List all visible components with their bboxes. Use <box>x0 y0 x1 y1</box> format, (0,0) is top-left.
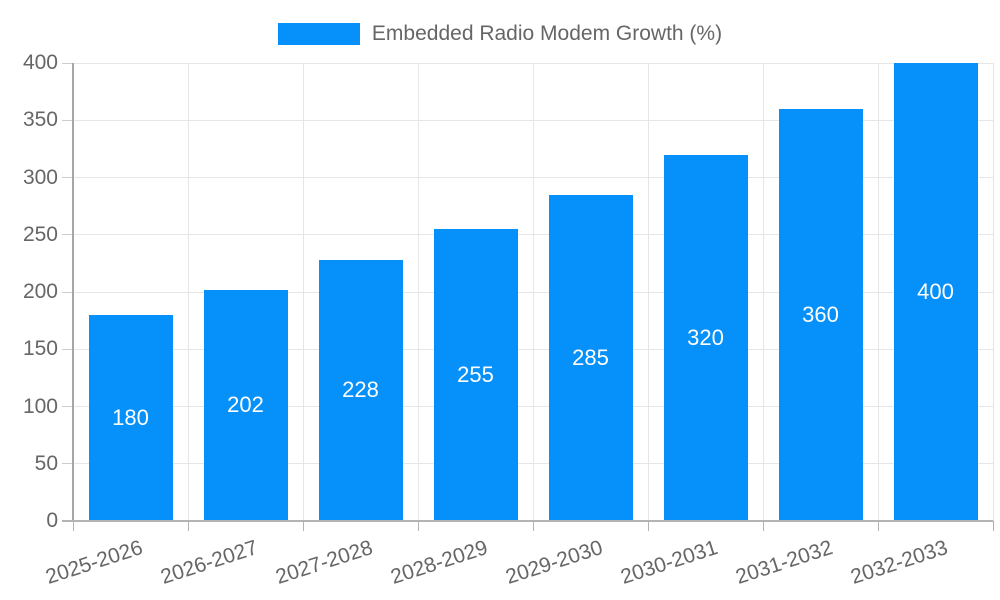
y-tick <box>62 463 73 465</box>
legend-label: Embedded Radio Modem Growth (%) <box>371 22 723 45</box>
x-gridline <box>992 63 994 521</box>
bar[interactable]: 400 <box>893 63 978 521</box>
bar-value-label: 255 <box>457 362 494 388</box>
y-tick-label: 50 <box>34 451 58 475</box>
x-tick <box>877 521 879 531</box>
bar[interactable]: 255 <box>433 229 518 521</box>
x-gridline <box>762 63 764 521</box>
y-tick-label: 250 <box>22 222 58 246</box>
y-tick-label: 300 <box>22 165 58 189</box>
x-tick-label: 2025-2026 <box>42 536 146 589</box>
y-tick-label: 0 <box>46 509 58 532</box>
bar-value-label: 180 <box>112 404 149 430</box>
x-tick-label: 2026-2027 <box>157 536 261 589</box>
y-tick-label: 350 <box>22 108 58 132</box>
bar-value-label: 320 <box>687 324 724 350</box>
y-tick <box>62 406 73 407</box>
legend-swatch-icon <box>277 23 360 45</box>
legend[interactable]: Embedded Radio Modem Growth (%) <box>0 22 1000 46</box>
x-tick <box>532 521 534 531</box>
y-axis-line <box>72 63 74 521</box>
x-tick <box>992 521 994 531</box>
x-gridline <box>647 63 649 521</box>
bar[interactable]: 202 <box>203 289 288 521</box>
bar-value-label: 202 <box>227 392 264 418</box>
x-gridline <box>187 63 189 521</box>
y-tick <box>62 119 73 121</box>
y-tick <box>62 62 73 64</box>
x-tick <box>187 521 189 531</box>
bar-value-label: 228 <box>342 377 379 403</box>
y-tick-label: 200 <box>22 280 58 303</box>
bar-value-label: 285 <box>572 344 609 370</box>
bar-value-label: 360 <box>802 301 839 327</box>
x-gridline <box>532 63 534 521</box>
bar-value-label: 400 <box>917 279 954 304</box>
x-tick-label: 2031-2032 <box>732 536 836 589</box>
bar[interactable]: 320 <box>663 154 748 521</box>
y-tick <box>62 348 73 350</box>
plot-area: 0 50 100 150 200 250 300 350 400 180 202 228 255 285 3… <box>23 51 994 589</box>
x-tick <box>302 521 304 531</box>
x-tick-label: 2027-2028 <box>272 536 376 589</box>
bar[interactable]: 228 <box>318 259 403 521</box>
x-tick-label: 2028-2029 <box>387 536 491 589</box>
y-tick <box>62 291 73 293</box>
x-tick-label: 2032-2033 <box>847 536 951 589</box>
x-tick <box>762 521 764 531</box>
x-tick-label: 2030-2031 <box>617 536 721 589</box>
y-tick <box>62 177 73 178</box>
x-gridline <box>877 63 879 521</box>
bar[interactable]: 180 <box>88 314 173 521</box>
bar[interactable]: 285 <box>548 194 633 521</box>
x-gridline <box>302 63 304 521</box>
y-tick-label: 400 <box>22 51 58 74</box>
y-tick <box>62 234 73 236</box>
y-tick-label: 100 <box>22 394 58 418</box>
x-tick-label: 2029-2030 <box>502 536 606 589</box>
x-tick <box>417 521 419 531</box>
bar[interactable]: 360 <box>778 108 863 521</box>
x-gridline <box>417 63 419 521</box>
y-tick-label: 150 <box>22 337 58 361</box>
x-tick <box>72 521 74 531</box>
x-tick <box>647 521 649 531</box>
x-axis-line <box>62 520 993 522</box>
